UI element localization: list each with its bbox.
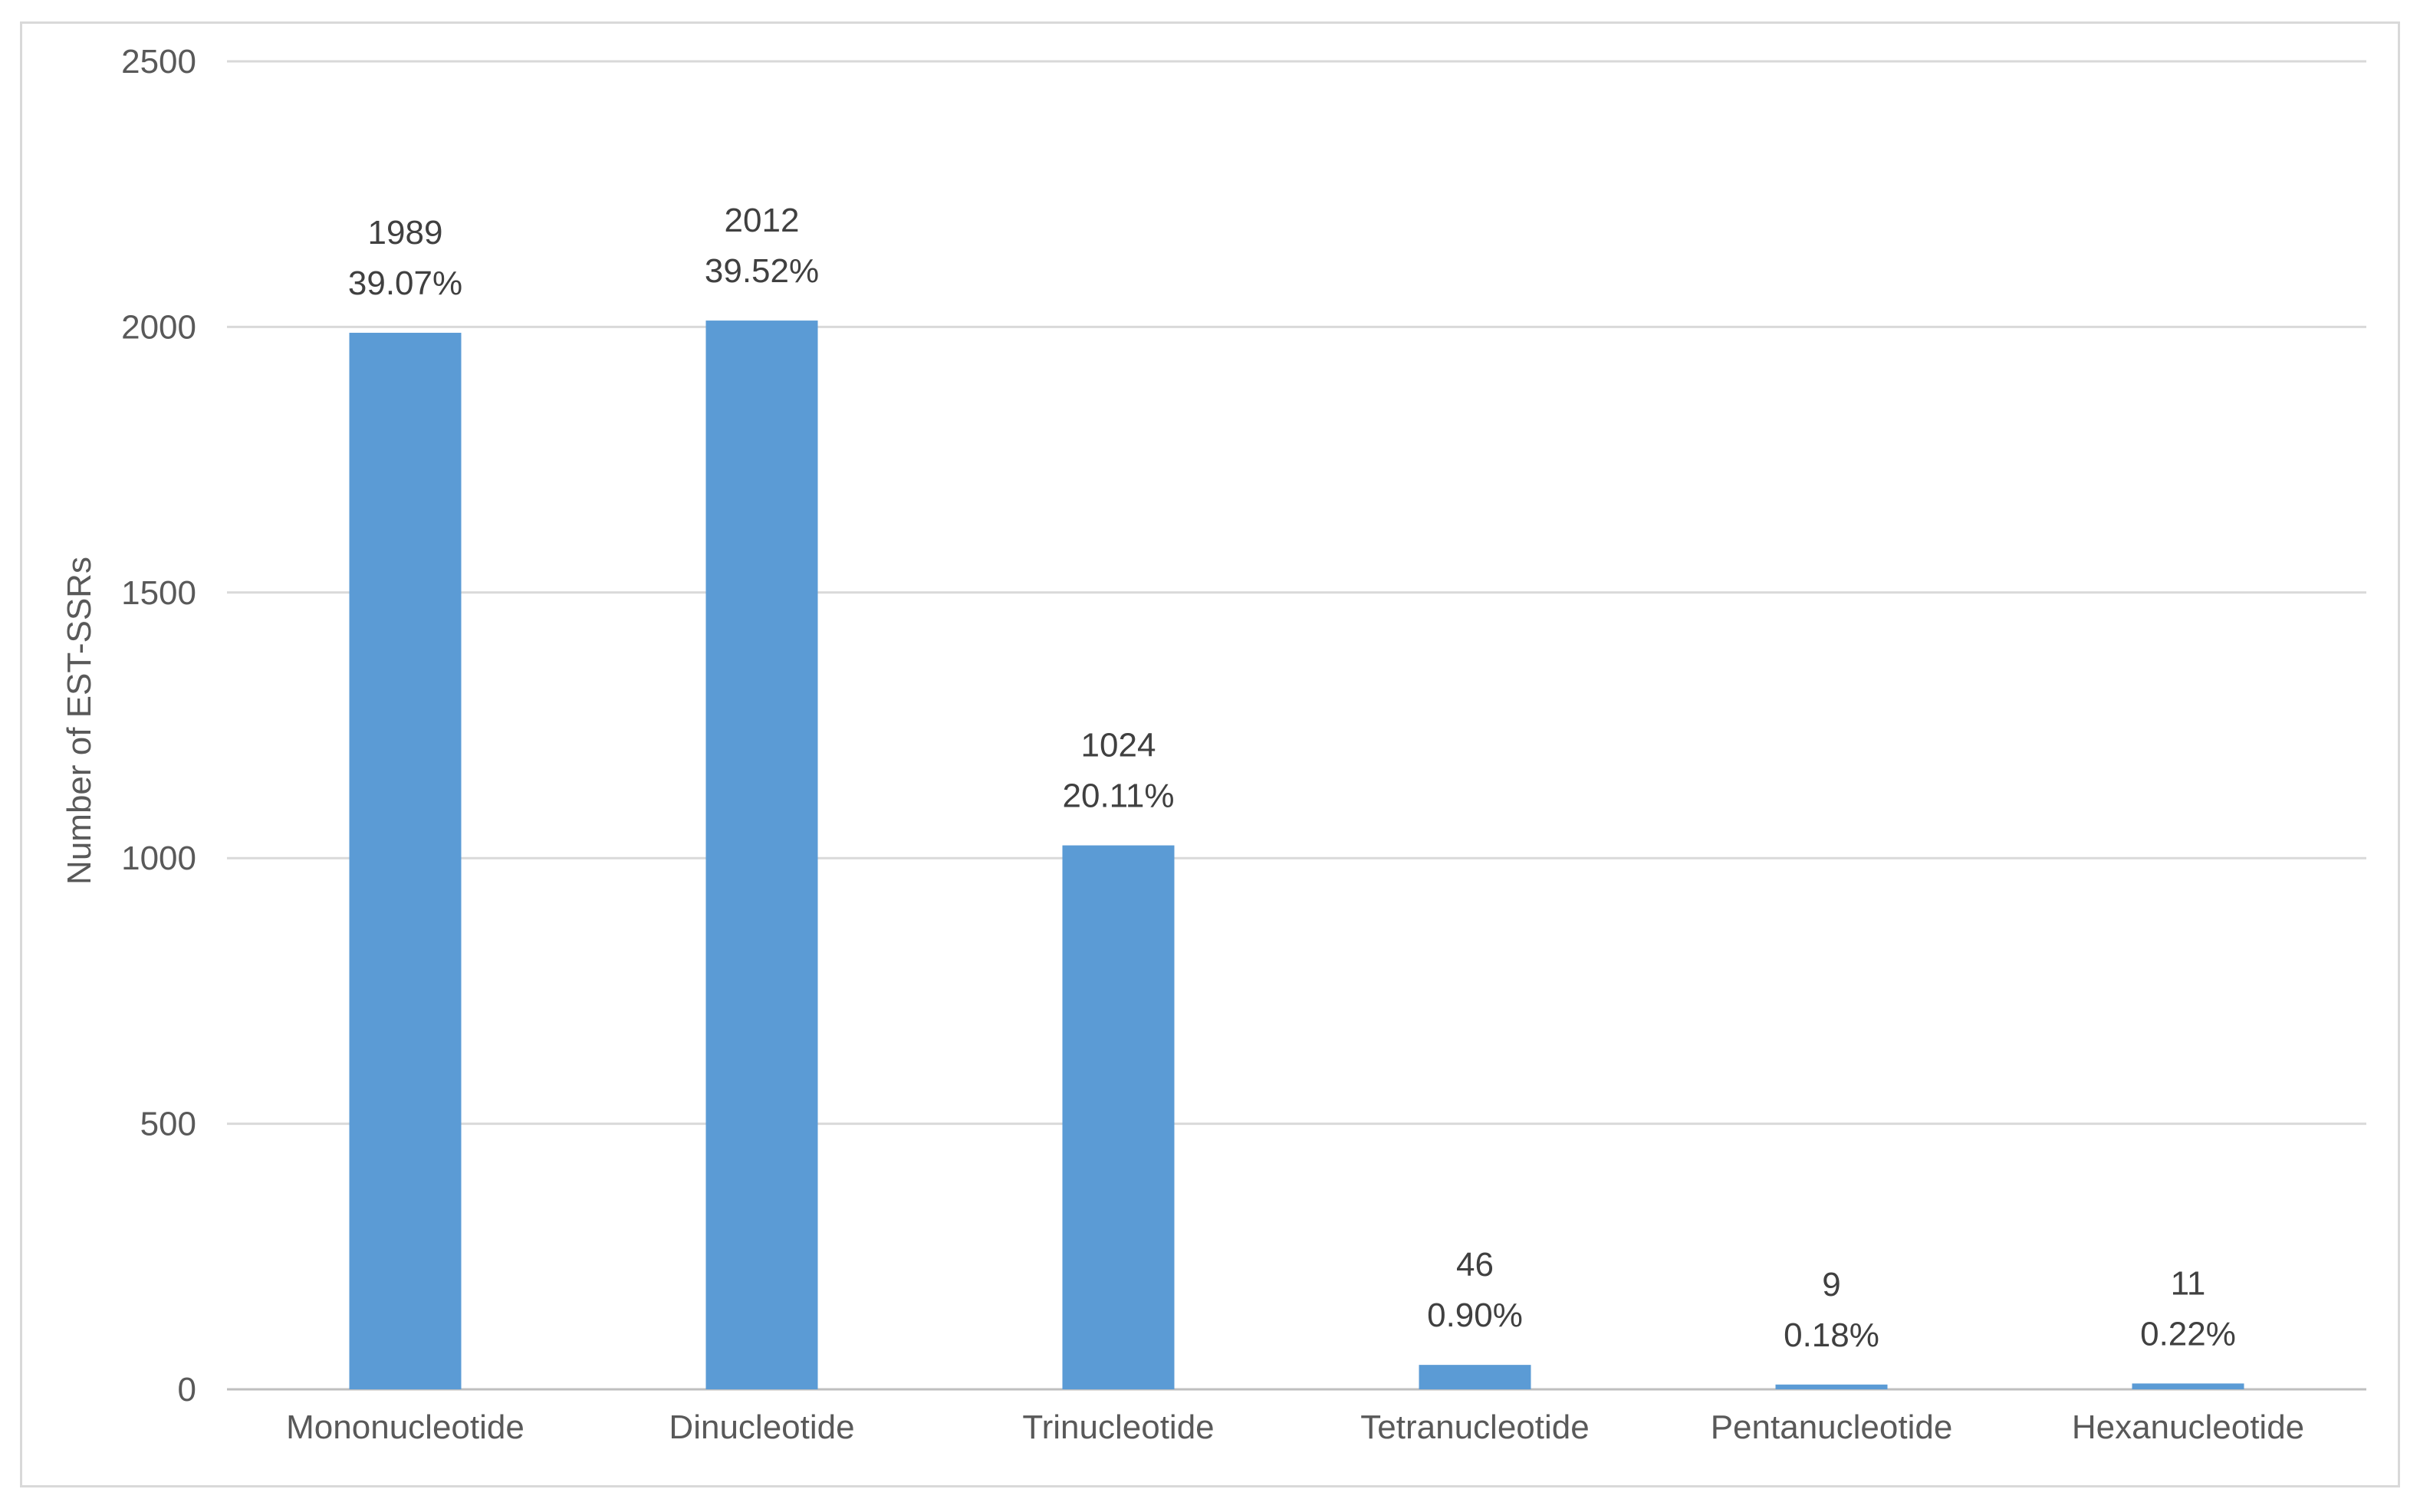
y-tick-label: 1500: [121, 574, 196, 612]
value-label: 2012: [725, 202, 800, 239]
category-label: Dinucleotide: [669, 1408, 854, 1446]
y-tick-label: 2000: [121, 308, 196, 346]
value-label: 9: [1822, 1266, 1840, 1303]
y-tick-label: 1000: [121, 840, 196, 877]
data-labels: 1989 39.07% 2012 39.52% 1024 20.11% 46 0.90% 9 0.…: [348, 202, 2236, 1354]
bar: [2132, 1383, 2244, 1389]
y-tick-label: 500: [140, 1106, 196, 1143]
y-tick-label: 0: [178, 1371, 196, 1408]
percent-label: 20.11%: [1063, 777, 1175, 815]
value-label: 46: [1456, 1246, 1494, 1284]
value-label: 11: [2171, 1264, 2206, 1302]
bar: [1419, 1365, 1531, 1389]
bars: [349, 320, 2244, 1390]
value-label: 1989: [368, 214, 443, 251]
y-axis-label: Number of EST-SSRs: [61, 557, 98, 885]
category-label: Mononucleotide: [286, 1408, 524, 1446]
bar: [705, 320, 818, 1389]
bar: [1062, 845, 1175, 1389]
percent-label: 0.90%: [1427, 1297, 1523, 1334]
x-axis-categories: Mononucleotide Dinucleotide Trinucleotide T…: [286, 1408, 2304, 1446]
y-axis-ticks: 0 500 1000 1500 2000 2500: [121, 43, 196, 1408]
category-label: Hexanucleotide: [2072, 1408, 2304, 1446]
bar: [1775, 1384, 1888, 1389]
percent-label: 39.07%: [348, 265, 462, 302]
percent-label: 39.52%: [705, 252, 819, 290]
value-label: 1024: [1081, 727, 1156, 764]
percent-label: 0.22%: [2140, 1315, 2236, 1353]
y-tick-label: 2500: [121, 43, 196, 81]
bar: [349, 333, 462, 1390]
category-label: Trinucleotide: [1022, 1408, 1214, 1446]
gridlines: [227, 60, 2366, 1391]
percent-label: 0.18%: [1784, 1316, 1879, 1354]
category-label: Pentanucleotide: [1711, 1408, 1953, 1446]
category-label: Tetranucleotide: [1360, 1408, 1589, 1446]
